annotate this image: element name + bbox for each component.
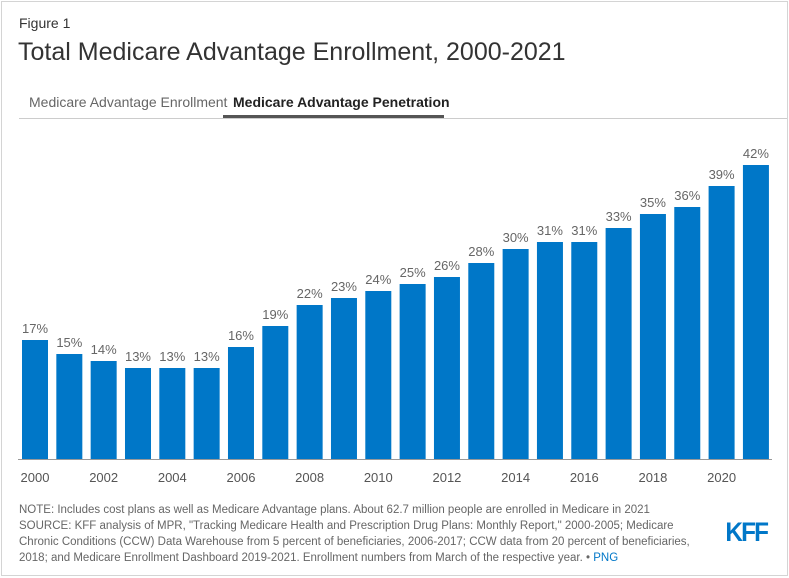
data-label-2021: 42% xyxy=(743,146,769,161)
bar-2017 xyxy=(605,228,632,459)
active-tab-underline xyxy=(223,115,444,118)
x-tick-label-2004: 2004 xyxy=(158,470,187,485)
x-tick-label-2012: 2012 xyxy=(432,470,461,485)
bar-2004 xyxy=(159,368,186,459)
tab-enrollment[interactable]: Medicare Advantage Enrollment xyxy=(29,94,228,110)
png-link[interactable]: PNG xyxy=(593,552,619,564)
bar-2020 xyxy=(708,186,735,459)
x-tick-label-2002: 2002 xyxy=(89,470,118,485)
x-tick-label-2000: 2000 xyxy=(21,470,50,485)
kff-logo: KFF xyxy=(725,517,769,547)
x-tick-label-2014: 2014 xyxy=(501,470,530,485)
bar-2011 xyxy=(399,284,426,459)
bar-chart: 17% 2000 15% 14% 2002 13% 13% 2004 13% 16% 2006 19%… xyxy=(18,146,772,485)
tab-bar: Medicare Advantage Enrollment Medicare A… xyxy=(19,88,787,119)
bar-2021 xyxy=(742,165,769,459)
data-label-2010: 24% xyxy=(365,272,391,287)
bar-2012 xyxy=(433,277,460,459)
bar-2008 xyxy=(296,305,323,459)
data-label-2001: 15% xyxy=(56,335,82,350)
data-label-2011: 25% xyxy=(400,265,426,280)
x-tick-label-2018: 2018 xyxy=(638,470,667,485)
data-label-2015: 31% xyxy=(537,223,563,238)
data-label-2007: 19% xyxy=(262,307,288,322)
bar-2002 xyxy=(90,361,117,459)
bar-2018 xyxy=(639,214,666,459)
x-tick-label-2006: 2006 xyxy=(227,470,256,485)
x-tick-label-2008: 2008 xyxy=(295,470,324,485)
data-label-2006: 16% xyxy=(228,328,254,343)
data-label-2003: 13% xyxy=(125,349,151,364)
bar-2007 xyxy=(262,326,289,459)
bar-2006 xyxy=(227,347,254,459)
data-label-2018: 35% xyxy=(640,195,666,210)
data-label-2016: 31% xyxy=(571,223,597,238)
x-tick-label-2010: 2010 xyxy=(364,470,393,485)
source-body: SOURCE: KFF analysis of MPR, "Tracking M… xyxy=(19,520,690,564)
note-text: NOTE: Includes cost plans as well as Med… xyxy=(19,504,650,516)
data-label-2014: 30% xyxy=(503,230,529,245)
source-text: SOURCE: KFF analysis of MPR, "Tracking M… xyxy=(19,518,699,566)
tab-penetration[interactable]: Medicare Advantage Penetration xyxy=(233,94,450,110)
bar-2016 xyxy=(571,242,598,459)
bar-2014 xyxy=(502,249,529,459)
notes: NOTE: Includes cost plans as well as Med… xyxy=(19,502,699,566)
bar-2009 xyxy=(330,298,357,459)
data-label-2005: 13% xyxy=(194,349,220,364)
data-label-2002: 14% xyxy=(91,342,117,357)
data-label-2020: 39% xyxy=(709,167,735,182)
x-tick-label-2016: 2016 xyxy=(570,470,599,485)
data-label-2019: 36% xyxy=(674,188,700,203)
bar-2019 xyxy=(674,207,701,459)
data-label-2008: 22% xyxy=(297,286,323,301)
bar-2010 xyxy=(365,291,392,459)
data-label-2012: 26% xyxy=(434,258,460,273)
bar-2000 xyxy=(22,340,48,459)
data-label-2017: 33% xyxy=(606,209,632,224)
data-label-2004: 13% xyxy=(159,349,185,364)
chart-title: Total Medicare Advantage Enrollment, 200… xyxy=(18,38,566,66)
bar-2013 xyxy=(468,263,495,459)
bar-2003 xyxy=(124,368,151,459)
data-label-2000: 17% xyxy=(22,321,48,336)
data-label-2013: 28% xyxy=(468,244,494,259)
bar-2005 xyxy=(193,368,220,459)
bar-2001 xyxy=(56,354,83,459)
figure-label: Figure 1 xyxy=(19,15,71,31)
bar-2015 xyxy=(536,242,563,459)
x-tick-label-2020: 2020 xyxy=(707,470,736,485)
data-label-2009: 23% xyxy=(331,279,357,294)
